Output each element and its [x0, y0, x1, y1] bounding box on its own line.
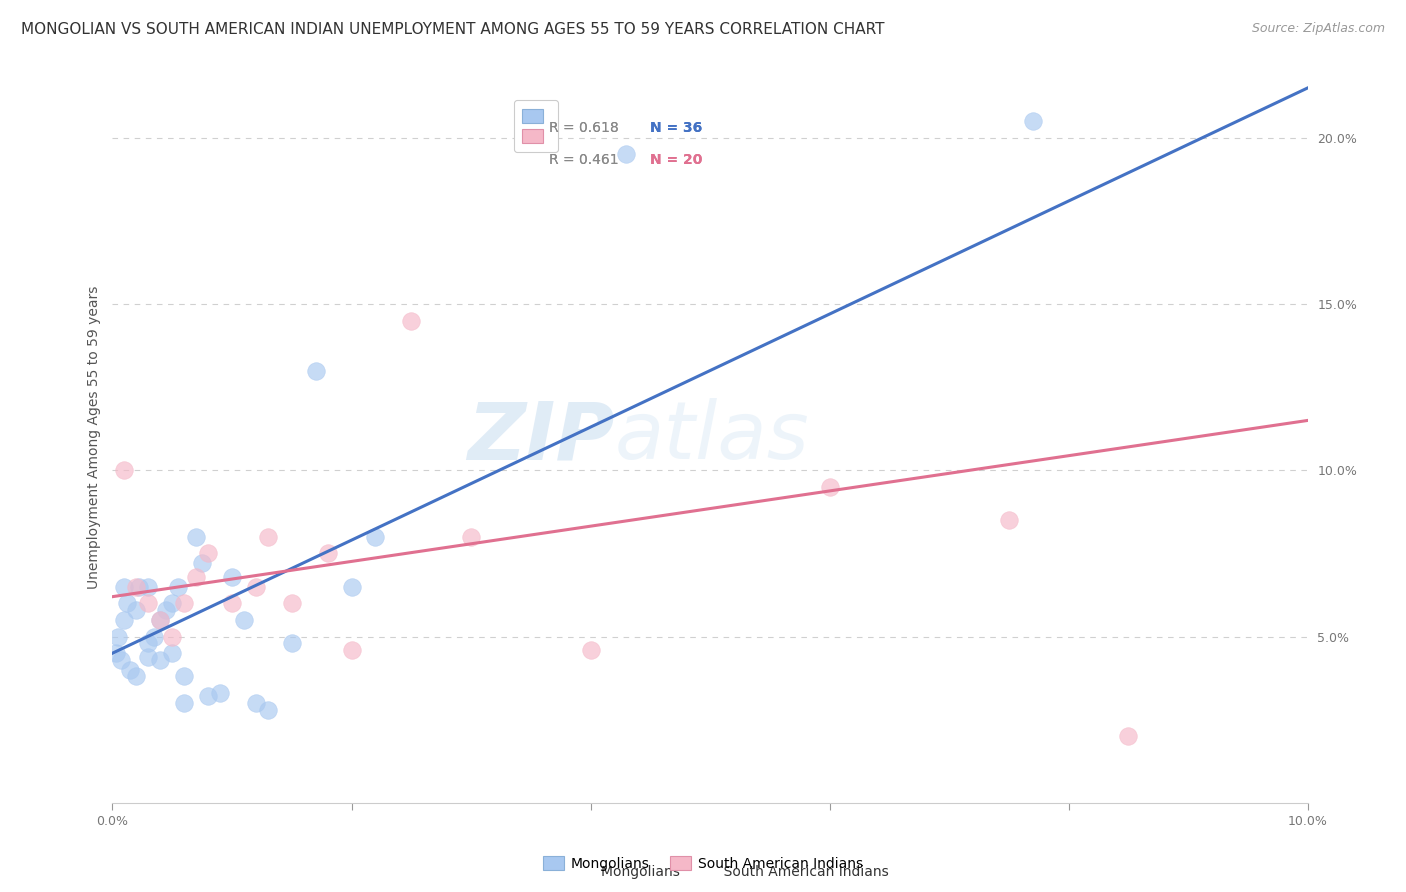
- Point: [460, 530, 482, 544]
- Point: [257, 530, 280, 544]
- Point: [221, 596, 243, 610]
- Point: [364, 530, 387, 544]
- Text: R = 0.618: R = 0.618: [548, 121, 631, 135]
- Point: [616, 147, 638, 161]
- Point: [305, 363, 328, 377]
- Point: [143, 630, 166, 644]
- Point: [105, 646, 128, 660]
- Point: [162, 596, 183, 610]
- Point: [209, 686, 232, 700]
- Text: ZIP: ZIP: [467, 398, 614, 476]
- Point: [138, 636, 160, 650]
- Point: [173, 696, 195, 710]
- Point: [149, 613, 172, 627]
- Text: N = 36: N = 36: [651, 121, 703, 135]
- Point: [1022, 114, 1045, 128]
- Point: [245, 580, 267, 594]
- Point: [125, 580, 148, 594]
- Point: [138, 649, 160, 664]
- Legend: , : ,: [513, 100, 558, 152]
- Point: [114, 613, 135, 627]
- Point: [138, 580, 160, 594]
- Point: [233, 613, 256, 627]
- Text: N = 20: N = 20: [651, 153, 703, 168]
- Point: [340, 643, 363, 657]
- Text: N = 36: N = 36: [651, 121, 703, 135]
- Point: [998, 513, 1021, 527]
- Point: [114, 463, 135, 477]
- Point: [197, 546, 219, 560]
- Legend: Mongolians, South American Indians: Mongolians, South American Indians: [537, 850, 869, 876]
- Point: [125, 603, 148, 617]
- Point: [120, 663, 142, 677]
- Point: [579, 643, 602, 657]
- Point: [173, 596, 195, 610]
- Text: MONGOLIAN VS SOUTH AMERICAN INDIAN UNEMPLOYMENT AMONG AGES 55 TO 59 YEARS CORREL: MONGOLIAN VS SOUTH AMERICAN INDIAN UNEMP…: [21, 22, 884, 37]
- Point: [128, 580, 150, 594]
- Point: [107, 630, 129, 644]
- Point: [155, 603, 177, 617]
- Point: [138, 596, 160, 610]
- Point: [1118, 729, 1140, 743]
- Text: R = 0.618: R = 0.618: [548, 121, 631, 135]
- Point: [191, 557, 214, 571]
- Point: [186, 530, 208, 544]
- Text: Source: ZipAtlas.com: Source: ZipAtlas.com: [1251, 22, 1385, 36]
- Point: [818, 480, 841, 494]
- Point: [316, 546, 339, 560]
- Text: atlas: atlas: [614, 398, 810, 476]
- Point: [257, 703, 280, 717]
- Point: [197, 690, 219, 704]
- Point: [173, 669, 195, 683]
- Point: [125, 669, 148, 683]
- Point: [114, 580, 135, 594]
- Point: [401, 314, 423, 328]
- Point: [167, 580, 190, 594]
- Point: [245, 696, 267, 710]
- Point: [186, 570, 208, 584]
- Text: R = 0.461: R = 0.461: [548, 153, 631, 168]
- Point: [149, 653, 172, 667]
- Point: [115, 596, 138, 610]
- Point: [340, 580, 363, 594]
- Text: Mongolians          South American Indians: Mongolians South American Indians: [531, 865, 889, 879]
- Text: N = 20: N = 20: [651, 153, 703, 168]
- Point: [162, 646, 183, 660]
- Text: R = 0.461: R = 0.461: [548, 153, 631, 168]
- Point: [110, 653, 132, 667]
- Point: [221, 570, 243, 584]
- Point: [149, 613, 172, 627]
- Point: [162, 630, 183, 644]
- Point: [281, 596, 304, 610]
- Point: [281, 636, 304, 650]
- Y-axis label: Unemployment Among Ages 55 to 59 years: Unemployment Among Ages 55 to 59 years: [87, 285, 101, 589]
